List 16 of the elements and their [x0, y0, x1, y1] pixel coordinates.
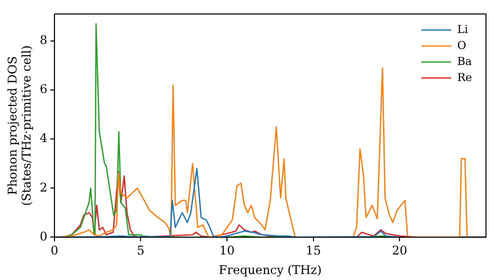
legend-label: Ba [457, 54, 472, 68]
legend-label: Li [457, 22, 469, 36]
y-tick-label: 0 [40, 229, 48, 244]
x-axis-title: Frequency (THz) [218, 262, 322, 277]
x-tick-label: 10 [219, 244, 235, 258]
y-tick-label: 4 [40, 131, 48, 146]
x-tick-label: 5 [136, 244, 145, 258]
x-tick-label: 20 [392, 244, 408, 258]
x-tick-label: 15 [306, 244, 322, 258]
legend-label: O [457, 38, 466, 52]
y-tick-label: 8 [40, 33, 48, 48]
legend-label: Re [457, 70, 472, 84]
y-axis-title: Phonon projected DOS (States/THz·primitive cell) [5, 45, 34, 206]
y-tick-label: 2 [40, 180, 48, 194]
x-tick-label: 0 [50, 244, 58, 258]
y-tick-label: 6 [40, 82, 48, 96]
